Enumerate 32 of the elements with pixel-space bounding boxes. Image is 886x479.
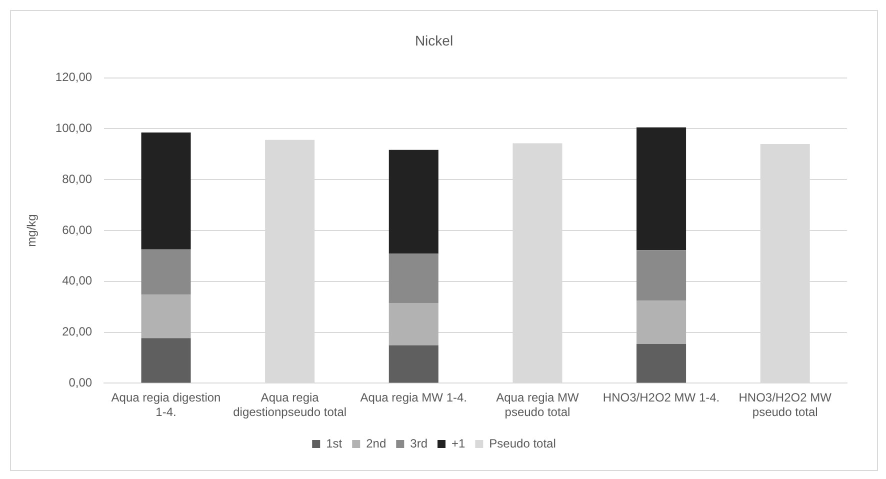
bar: [141, 132, 191, 250]
x-tick-label: HNO3/H2O2 MW 1-4.: [602, 390, 720, 405]
legend-label: 1st: [326, 436, 343, 450]
y-tick-label: 100,00: [55, 121, 92, 136]
x-tick-label: Aqua regia MW pseudo total: [496, 390, 580, 420]
y-tick-label: 80,00: [62, 172, 92, 186]
bar: [388, 303, 438, 346]
legend-label: 2nd: [366, 436, 386, 450]
bar: [141, 294, 191, 338]
bar: [636, 344, 686, 383]
bar: [141, 249, 191, 295]
legend-label: 3rd: [410, 436, 428, 450]
x-tick-label: Aqua regia digestion 1-4.: [111, 390, 221, 420]
bar: [636, 250, 686, 301]
y-tick-label: 60,00: [62, 222, 92, 237]
y-axis-title: mg/kg: [24, 214, 39, 247]
bar: [388, 345, 438, 383]
y-tick-label: 40,00: [62, 274, 92, 288]
bar: [636, 300, 686, 344]
x-tick-label: HNO3/H2O2 MW pseudo total: [738, 390, 832, 420]
y-tick-label: 120,00: [55, 70, 92, 84]
y-tick-label: 0,00: [68, 376, 92, 390]
bar: [388, 150, 438, 254]
legend-label: Pseudo total: [489, 436, 556, 450]
legend-label: +1: [451, 436, 466, 450]
bar: [636, 127, 686, 250]
bar: [388, 254, 438, 304]
y-tick-label: 20,00: [62, 324, 92, 339]
chart-title: Nickel: [414, 32, 454, 48]
x-tick-label: Aqua regia digestionpseudo total: [233, 390, 347, 420]
bar: [141, 338, 191, 383]
x-tick-label: Aqua regia MW 1-4.: [360, 390, 468, 405]
